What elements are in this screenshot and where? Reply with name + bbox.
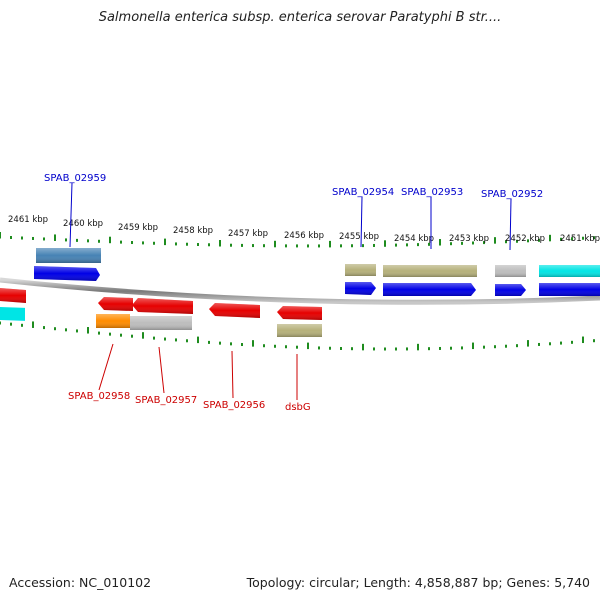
ruler-label: 2461 kbp — [8, 215, 48, 225]
ruler-labels: 2461 kbp 2460 kbp 2459 kbp 2458 kbp 2457… — [8, 215, 600, 244]
gene-label-spab-02957[interactable]: SPAB_02957 — [135, 395, 197, 406]
ruler-label: 2455 kbp — [339, 232, 379, 242]
gene-label-spab-02956[interactable]: SPAB_02956 — [203, 400, 265, 411]
gene-label-spab-02952[interactable]: SPAB_02952 — [481, 189, 543, 200]
map-title: Salmonella enterica subsp. enterica sero… — [98, 10, 502, 25]
gene-label-spab-02953[interactable]: SPAB_02953 — [401, 187, 463, 198]
top-ruler-ticks — [0, 232, 595, 248]
ruler-label: 2460 kbp — [63, 219, 103, 229]
gene-label-spab-02958[interactable]: SPAB_02958 — [68, 391, 130, 402]
accession-text: Accession: NC_010102 — [9, 575, 152, 590]
ruler-label: 2456 kbp — [284, 231, 324, 241]
gene-label-dsbg[interactable]: dsbG — [285, 402, 311, 413]
ruler-label: 2453 kbp — [449, 234, 489, 244]
top-cog-track — [36, 248, 600, 277]
forward-cds-track — [34, 266, 600, 296]
ruler-label: 2452 kbp — [505, 234, 545, 244]
bottom-cog-track — [0, 307, 322, 337]
bottom-ruler-ticks — [0, 321, 595, 351]
backbone-ring — [0, 277, 600, 305]
reverse-cds-track — [0, 288, 322, 320]
genome-summary-text: Topology: circular; Length: 4,858,887 bp… — [246, 575, 590, 590]
ruler-label: 2457 kbp — [228, 229, 268, 239]
feature-cog-cyan[interactable] — [0, 307, 25, 321]
ruler-label: 2459 kbp — [118, 223, 158, 233]
ruler-label: 2451 kbp — [560, 234, 600, 244]
gene-label-spab-02959[interactable]: SPAB_02959 — [44, 173, 106, 184]
label-leaders — [69, 182, 512, 400]
gene-label-spab-02954[interactable]: SPAB_02954 — [332, 187, 394, 198]
ruler-label: 2458 kbp — [173, 226, 213, 236]
ruler-label: 2454 kbp — [394, 234, 434, 244]
gene-labels: SPAB_02959 SPAB_02954 SPAB_02953 SPAB_02… — [44, 173, 543, 413]
